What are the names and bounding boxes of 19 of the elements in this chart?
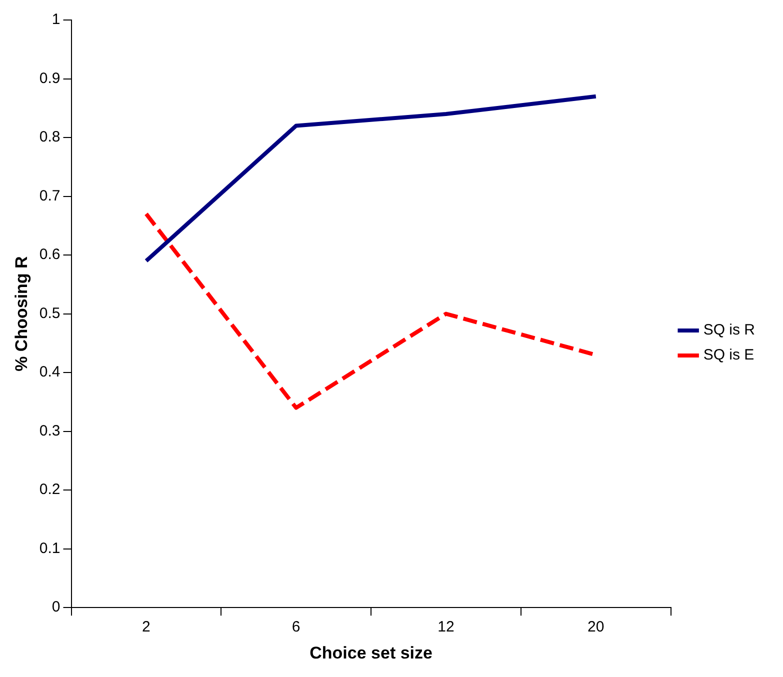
y-tick-label: 0.9 xyxy=(39,70,60,87)
y-tick-label: 0 xyxy=(52,598,60,616)
y-tick-label: 0.5 xyxy=(39,304,60,322)
x-tick-label: 6 xyxy=(292,618,300,636)
x-tick-label: 12 xyxy=(438,618,454,636)
y-tick-label: 1 xyxy=(52,11,60,28)
x-tick-label: 20 xyxy=(588,618,604,636)
y-axis-title: % Choosing R xyxy=(12,256,31,372)
x-axis-title: Choice set size xyxy=(310,643,432,662)
y-tick-label: 0.7 xyxy=(39,187,60,204)
y-tick-label: 0.1 xyxy=(39,540,60,557)
y-tick-label: 0.2 xyxy=(39,481,60,498)
x-tick-label: 2 xyxy=(142,618,150,636)
y-tick-label: 0.6 xyxy=(39,246,60,264)
y-tick-label: 0.8 xyxy=(39,128,60,146)
y-tick-label: 0.4 xyxy=(39,364,60,381)
y-tick-label: 0.3 xyxy=(39,422,60,440)
legend-label: SQ is E xyxy=(703,346,754,364)
legend-label: SQ is R xyxy=(703,322,756,339)
